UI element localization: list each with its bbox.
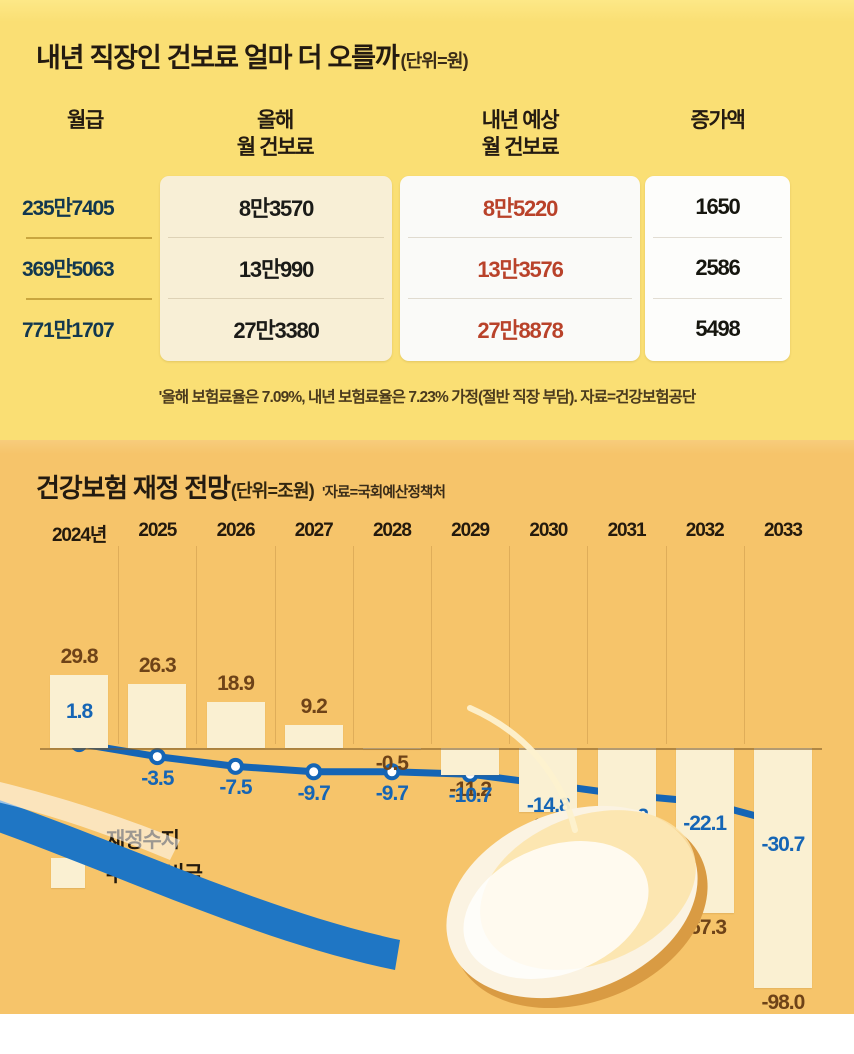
bar-value-label: 26.3 — [138, 653, 177, 677]
x-axis-tick-label: 2025 — [138, 520, 177, 541]
bar-value-label: 18.9 — [217, 671, 255, 695]
this-year-premium-column: 8만3570 13만990 27만3380 — [160, 176, 392, 361]
table-cell: 2586 — [645, 237, 790, 298]
bar — [441, 748, 500, 776]
line-data-point — [227, 757, 244, 775]
legend-item-line: 재정수지 — [44, 822, 202, 856]
bar — [128, 683, 187, 748]
line-data-point — [148, 748, 166, 766]
table-cell: 27만3380 — [160, 298, 392, 359]
gridline — [352, 546, 354, 744]
line-value-label: -30.7 — [761, 833, 805, 857]
zero-axis-line — [40, 748, 822, 750]
top-gradient — [0, 0, 854, 22]
column-header-next-year: 내년 예상 월 건보료 — [400, 108, 640, 162]
bar-value-label: -45.2 — [605, 861, 649, 885]
table-row: 235만7405 — [22, 196, 115, 220]
salary-column: 235만7405 369만5063 771만1707 — [22, 176, 154, 361]
legend-item-bar: 누적 준비금 — [44, 856, 203, 890]
next-year-premium-column: 8만5220 13만3576 27만8878 — [400, 176, 640, 361]
bar — [753, 748, 812, 989]
chart-unit-label: (단위=조원) — [230, 481, 315, 501]
bar — [206, 701, 265, 748]
column-header-this-year-line2: 월 건보료 — [236, 135, 315, 159]
table-cell: 1650 — [695, 193, 740, 219]
gridline — [665, 546, 667, 744]
gridline — [274, 546, 276, 744]
page-title: 내년 직장인 건보료 얼마 더 오를까 — [36, 43, 400, 73]
chart-heading: 건강보험 재정 전망 (단위=조원) '자료=국회예산정책처 — [36, 468, 446, 505]
legend-label: 누적 준비금 — [106, 863, 203, 886]
table-row: 369만5063 — [22, 237, 154, 298]
table-cell: 8만3570 — [238, 195, 314, 221]
gridline — [118, 546, 120, 744]
column-header-next-year-line2: 월 건보료 — [481, 135, 560, 159]
table-row: 771만1707 — [22, 298, 154, 359]
table-cell: 13만3576 — [400, 237, 640, 298]
column-header-next-year-line1: 내년 예상 — [481, 109, 560, 132]
column-header-increase: 증가액 — [690, 109, 745, 132]
increase-column: 1650 2586 5498 — [645, 176, 790, 361]
table-cell: 13만990 — [160, 237, 392, 298]
bar-value-label: 9.2 — [300, 695, 328, 719]
bar — [597, 748, 656, 859]
gridline — [743, 546, 745, 744]
chart-source-label: '자료=국회예산정책처 — [321, 485, 446, 501]
bar-value-label: -67.3 — [683, 915, 727, 939]
line-value-label: -9.7 — [375, 781, 409, 805]
x-axis-tick-label: 2028 — [372, 520, 412, 541]
line-value-label: -7.5 — [219, 776, 252, 800]
chart-title: 건강보험 재정 전망 — [36, 473, 231, 503]
table-cell: 5498 — [645, 298, 790, 359]
line-value-label: -9.7 — [297, 781, 331, 805]
x-axis-tick-label: 2027 — [294, 520, 334, 541]
x-axis-tick-label: 2026 — [216, 520, 256, 541]
x-axis-tick-label: 2032 — [685, 520, 725, 541]
bar — [50, 674, 109, 748]
chart-legend: 재정수지 누적 준비금 — [44, 822, 203, 890]
gridline — [587, 546, 589, 744]
x-axis-tick-label: 2033 — [763, 520, 803, 541]
x-axis-tick-label: 2029 — [451, 520, 490, 541]
bar-swatch-icon — [51, 858, 85, 888]
chart-plot-area: 재정수지 누적 준비금 2024년 29.8 2025 26.3 2026 18.9 202… — [0, 502, 854, 1014]
table-heading: 내년 직장인 건보료 얼마 더 오를까 (단위=원) — [36, 36, 469, 75]
table-unit-label: (단위=원) — [400, 51, 468, 71]
gridline — [431, 546, 432, 744]
bar-value-label: -98.0 — [761, 991, 805, 1014]
x-axis-tick-label: 2031 — [607, 520, 647, 541]
premium-table-section: 내년 직장인 건보료 얼마 더 오를까 (단위=원) 월급 올해 월 건보료 내… — [0, 0, 854, 440]
bar-value-label: 29.8 — [60, 644, 99, 668]
bar-value-label: -0.5 — [375, 752, 409, 776]
bar — [284, 725, 343, 748]
premium-table: 235만7405 369만5063 771만1707 8만3570 13만990… — [0, 176, 854, 361]
column-header-this-year: 올해 월 건보료 — [160, 108, 390, 162]
table-cell: 8만5220 — [482, 195, 558, 221]
chart-top-gradient — [0, 440, 854, 454]
column-header-salary: 월급 — [66, 109, 104, 132]
gridline — [509, 546, 511, 744]
line-value-label: 1.8 — [65, 699, 93, 723]
table-cell: 27만8878 — [400, 298, 640, 359]
column-header-this-year-line1: 올해 — [256, 109, 294, 132]
table-column-headers: 월급 올해 월 건보료 내년 예상 월 건보료 증가액 — [0, 100, 854, 170]
table-footnote: '올해 보험료율은 7.09%, 내년 보험료율은 7.23% 가정(절반 직장… — [158, 389, 697, 406]
line-swatch-icon — [44, 835, 92, 843]
legend-label: 재정수지 — [106, 829, 180, 852]
line-data-point — [305, 763, 323, 781]
finance-outlook-chart-section: 건강보험 재정 전망 (단위=조원) '자료=국회예산정책처 재정수지 누적 준… — [0, 440, 854, 1014]
gridline — [196, 546, 198, 744]
x-axis-tick-label: 2030 — [529, 520, 568, 541]
bottom-white-band — [0, 1014, 854, 1054]
x-axis-tick-label: 2024년 — [51, 525, 107, 546]
